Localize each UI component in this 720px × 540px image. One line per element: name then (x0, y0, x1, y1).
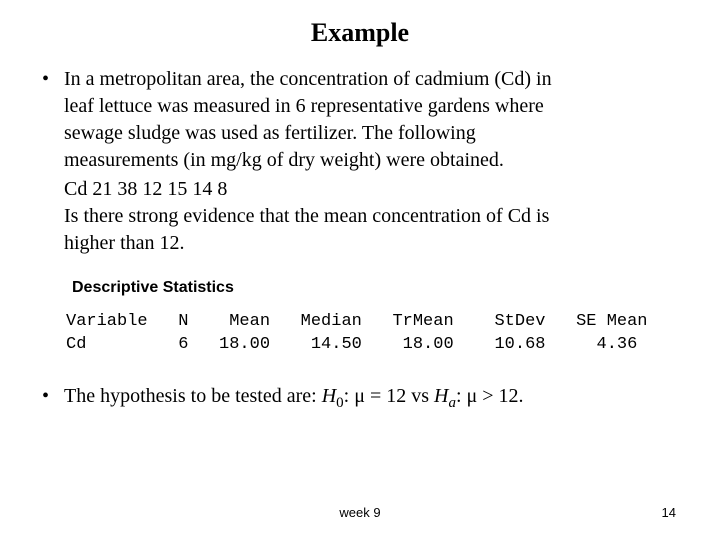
bullet-2: The hypothesis to be tested are: H0: μ =… (64, 383, 684, 413)
stats-header-row: Variable N Mean Median TrMean StDev SE M… (66, 312, 648, 331)
stats-heading: Descriptive Statistics (72, 279, 684, 297)
bullet-list: In a metropolitan area, the concentratio… (36, 66, 684, 257)
bullet-1-line1: In a metropolitan area, the concentratio… (64, 68, 552, 90)
stats-table: Variable N Mean Median TrMean StDev SE M… (66, 311, 684, 357)
h0-sub: 0 (336, 395, 344, 411)
hypothesis-pre: The hypothesis to be tested are: (64, 385, 322, 407)
slide: Example In a metropolitan area, the conc… (0, 0, 720, 540)
stats-value-row: Cd 6 18.00 14.50 18.00 10.68 4.36 (66, 335, 637, 354)
ha-symbol: H (434, 385, 448, 407)
ha-sub: a (448, 395, 456, 411)
h0-symbol: H (322, 385, 336, 407)
bullet-1-line4: measurements (in mg/kg of dry weight) we… (64, 149, 504, 171)
bullet-1: In a metropolitan area, the concentratio… (64, 66, 684, 257)
footer-pagenum: 14 (662, 505, 676, 520)
bullet-1-line5: Is there strong evidence that the mean c… (64, 205, 549, 227)
bullet-1-line2: leaf lettuce was measured in 6 represent… (64, 95, 544, 117)
bullet-1-line6: higher than 12. (64, 232, 185, 254)
footer-center: week 9 (0, 505, 720, 520)
bullet-list-2: The hypothesis to be tested are: H0: μ =… (36, 383, 684, 413)
bullet-1-line3: sewage sludge was used as fertilizer. Th… (64, 122, 476, 144)
slide-title: Example (36, 18, 684, 48)
h0-body: : μ = 12 vs (344, 385, 434, 407)
ha-body: : μ > 12. (456, 385, 524, 407)
data-line: Cd 21 38 12 15 14 8 (64, 176, 684, 203)
